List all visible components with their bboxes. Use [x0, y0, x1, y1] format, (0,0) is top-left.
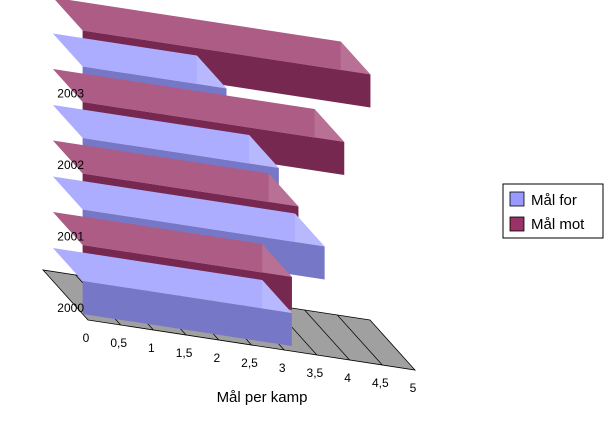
bar-face-mal-for-2000 — [82, 281, 292, 346]
x-tick-label: 1,5 — [176, 346, 193, 360]
x-tick-label: 2 — [213, 351, 220, 365]
bar-mal-for-2000 — [52, 248, 292, 346]
x-tick-label: 3,5 — [307, 366, 324, 380]
y-tick-label: 2002 — [57, 158, 84, 172]
bar-top-mal-for-2001 — [52, 176, 325, 247]
x-tick-label: 0 — [83, 331, 90, 345]
bar-top-mal-mot-2002 — [52, 69, 345, 142]
bar-top-mal-mot-2000 — [52, 212, 292, 277]
x-tick-label: 0,5 — [110, 336, 127, 350]
x-tick-label: 2,5 — [241, 356, 258, 370]
bar-top-mal-mot-2001 — [52, 140, 299, 207]
legend-swatch-mal-mot — [509, 216, 525, 232]
x-tick-label: 4 — [344, 371, 351, 385]
y-tick-label: 2000 — [57, 301, 84, 315]
x-tick-label: 1 — [148, 341, 155, 355]
bar-top-mal-for-2002 — [52, 105, 279, 168]
y-tick-label: 2001 — [57, 230, 84, 244]
x-axis-title: Mål per kamp — [217, 389, 308, 406]
floor-gridline — [337, 314, 383, 366]
legend-label-mal-for: Mål for — [531, 192, 577, 209]
bar-top-mal-for-2000 — [52, 248, 292, 313]
bars-group — [52, 0, 371, 346]
x-tick-label: 3 — [279, 361, 286, 375]
legend-label-mal-mot: Mål mot — [531, 216, 585, 233]
floor-gridline — [304, 309, 350, 361]
x-tick-label: 5 — [410, 381, 417, 395]
axis-labels: 0 0,5 1 1,5 2 2,5 3 3,5 4 4,5 5 2000 2001 2002 2003 — [57, 87, 416, 396]
bar-top-mal-for-2003 — [52, 33, 227, 89]
x-tick-label: 4,5 — [372, 376, 389, 390]
legend-swatch-mal-for — [509, 191, 525, 207]
bar-top-mal-mot-2003 — [55, 0, 371, 75]
y-tick-label: 2003 — [57, 87, 84, 101]
legend: Mål for Mål mot — [502, 183, 604, 239]
